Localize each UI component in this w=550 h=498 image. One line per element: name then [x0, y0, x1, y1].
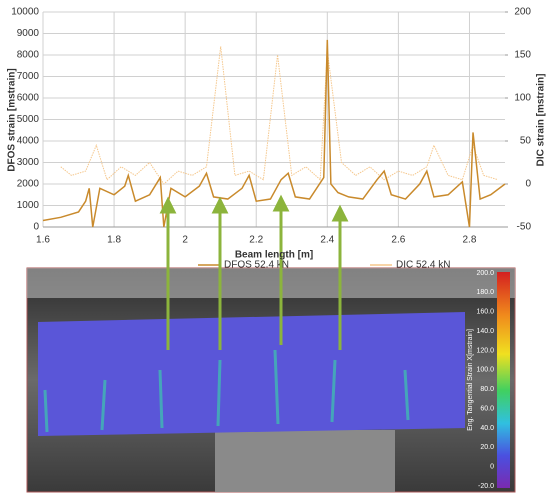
- y-tick-label: 1000: [17, 200, 40, 211]
- colorbar-label: 0: [490, 463, 494, 470]
- y2-tick-label: 100: [514, 93, 531, 104]
- y-tick-label: 5000: [17, 114, 40, 125]
- y-axis-label: DFOS strain [mstrain]: [7, 68, 18, 171]
- x-tick-label: 1.6: [36, 235, 50, 246]
- y2-tick-label: 0: [525, 179, 531, 190]
- colorbar-title: Eng. Tangential Strain X[mstrain]: [467, 329, 474, 431]
- colorbar-labels: 200.0 180.0 160.0 140.0 120.0 100.0 80.0 60.0 40…: [476, 270, 494, 490]
- plot: 0100020003000400050006000700080009000100…: [11, 7, 531, 271]
- colorbar-label: 60.0: [480, 405, 494, 412]
- y-tick-label: 7000: [17, 71, 40, 82]
- y-tick-label: 6000: [17, 93, 40, 104]
- y2-tick-label: 200: [514, 7, 531, 18]
- dic-photo: Eng. Tangential Strain X[mstrain]: [26, 267, 516, 493]
- x-tick-label: 2.2: [249, 235, 263, 246]
- y2-axis-label: DIC strain [mstrain]: [536, 74, 547, 167]
- y2-tick-label: -50: [517, 222, 532, 233]
- colorbar-label: 160.0: [476, 309, 494, 316]
- x-axis-label: Beam length [m]: [235, 250, 313, 261]
- colorbar-label: 100.0: [476, 367, 494, 374]
- series-line: [42, 39, 506, 228]
- series-line: [60, 46, 499, 185]
- x-tick-label: 2.6: [391, 235, 405, 246]
- colorbar-label: 40.0: [480, 425, 494, 432]
- legend-label: DFOS 52.4 kN: [224, 260, 289, 271]
- x-tick-label: 2: [182, 235, 188, 246]
- y-tick-label: 10000: [11, 7, 39, 18]
- colorbar-label: 120.0: [476, 347, 494, 354]
- colorbar-label: 200.0: [476, 270, 494, 277]
- colorbar-label: 140.0: [476, 328, 494, 335]
- colorbar-label: 20.0: [480, 444, 494, 451]
- colorbar-label: -20.0: [478, 483, 494, 490]
- colorbar-label: 80.0: [480, 386, 494, 393]
- y2-tick-label: 150: [514, 50, 531, 61]
- arrows: [159, 194, 349, 350]
- x-tick-label: 2.8: [463, 235, 477, 246]
- y-tick-label: 2000: [17, 179, 40, 190]
- x-tick-label: 1.8: [107, 235, 121, 246]
- x-tick-label: 2.4: [320, 235, 334, 246]
- y-tick-label: 0: [33, 222, 39, 233]
- y-tick-label: 3000: [17, 157, 40, 168]
- legend-label: DIC 52.4 kN: [396, 260, 450, 271]
- colorbar-label: 180.0: [476, 289, 494, 296]
- y-tick-label: 9000: [17, 28, 40, 39]
- y-tick-label: 4000: [17, 136, 40, 147]
- y2-tick-label: 50: [520, 136, 532, 147]
- y-tick-label: 8000: [17, 50, 40, 61]
